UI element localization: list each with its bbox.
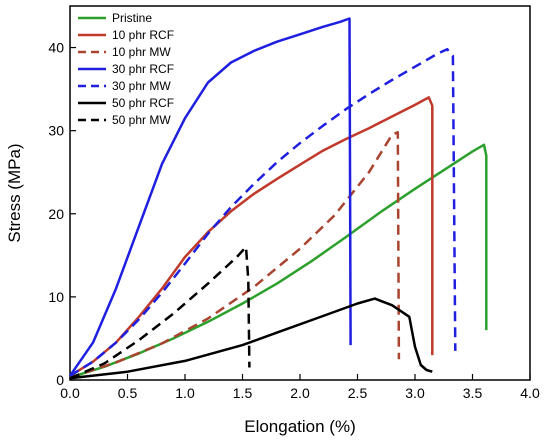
y-tick-label: 20 (48, 206, 64, 222)
y-axis-ticks: 0 10 20 30 40 (48, 40, 76, 388)
series-line-30-phr-rcf (68, 17, 352, 377)
legend-label: 50 phr RCF (112, 96, 174, 110)
legend: Pristine 10 phr RCF 10 phr MW 30 phr RCF 30 … (78, 11, 174, 127)
series-line-30-phr-mw (69, 47, 457, 377)
y-tick-label: 10 (48, 289, 64, 305)
series-line-50-phr-mw (69, 245, 251, 380)
legend-label: 50 phr MW (112, 113, 171, 127)
series-line-pristine (69, 143, 488, 379)
legend-label: Pristine (112, 11, 152, 25)
x-tick-label: 0.5 (118, 385, 138, 401)
x-axis-title: Elongation (%) (244, 417, 356, 436)
x-tick-label: 4.0 (520, 385, 540, 401)
x-tick-label: 2.0 (290, 385, 310, 401)
series-layer (68, 17, 488, 380)
legend-label: 10 phr MW (112, 45, 171, 59)
y-tick-label: 30 (48, 123, 64, 139)
y-tick-label: 0 (56, 372, 64, 388)
legend-label: 30 phr RCF (112, 62, 174, 76)
x-axis-ticks: 0.0 0.5 1.0 1.5 2.0 2.5 3.0 3.5 4.0 (60, 374, 540, 401)
x-tick-label: 3.0 (405, 385, 425, 401)
y-tick-label: 40 (48, 40, 64, 56)
series-line-50-phr-rcf (69, 297, 433, 380)
x-tick-label: 1.5 (233, 385, 253, 401)
series-line-10-phr-mw (69, 131, 401, 379)
x-tick-label: 0.0 (60, 385, 80, 401)
series-line-10-phr-rcf (69, 96, 434, 377)
x-tick-label: 3.5 (463, 385, 483, 401)
x-tick-label: 2.5 (348, 385, 368, 401)
x-tick-label: 1.0 (175, 385, 195, 401)
legend-label: 10 phr RCF (112, 28, 174, 42)
legend-label: 30 phr MW (112, 79, 171, 93)
y-axis-title: Stress (MPa) (5, 143, 24, 242)
